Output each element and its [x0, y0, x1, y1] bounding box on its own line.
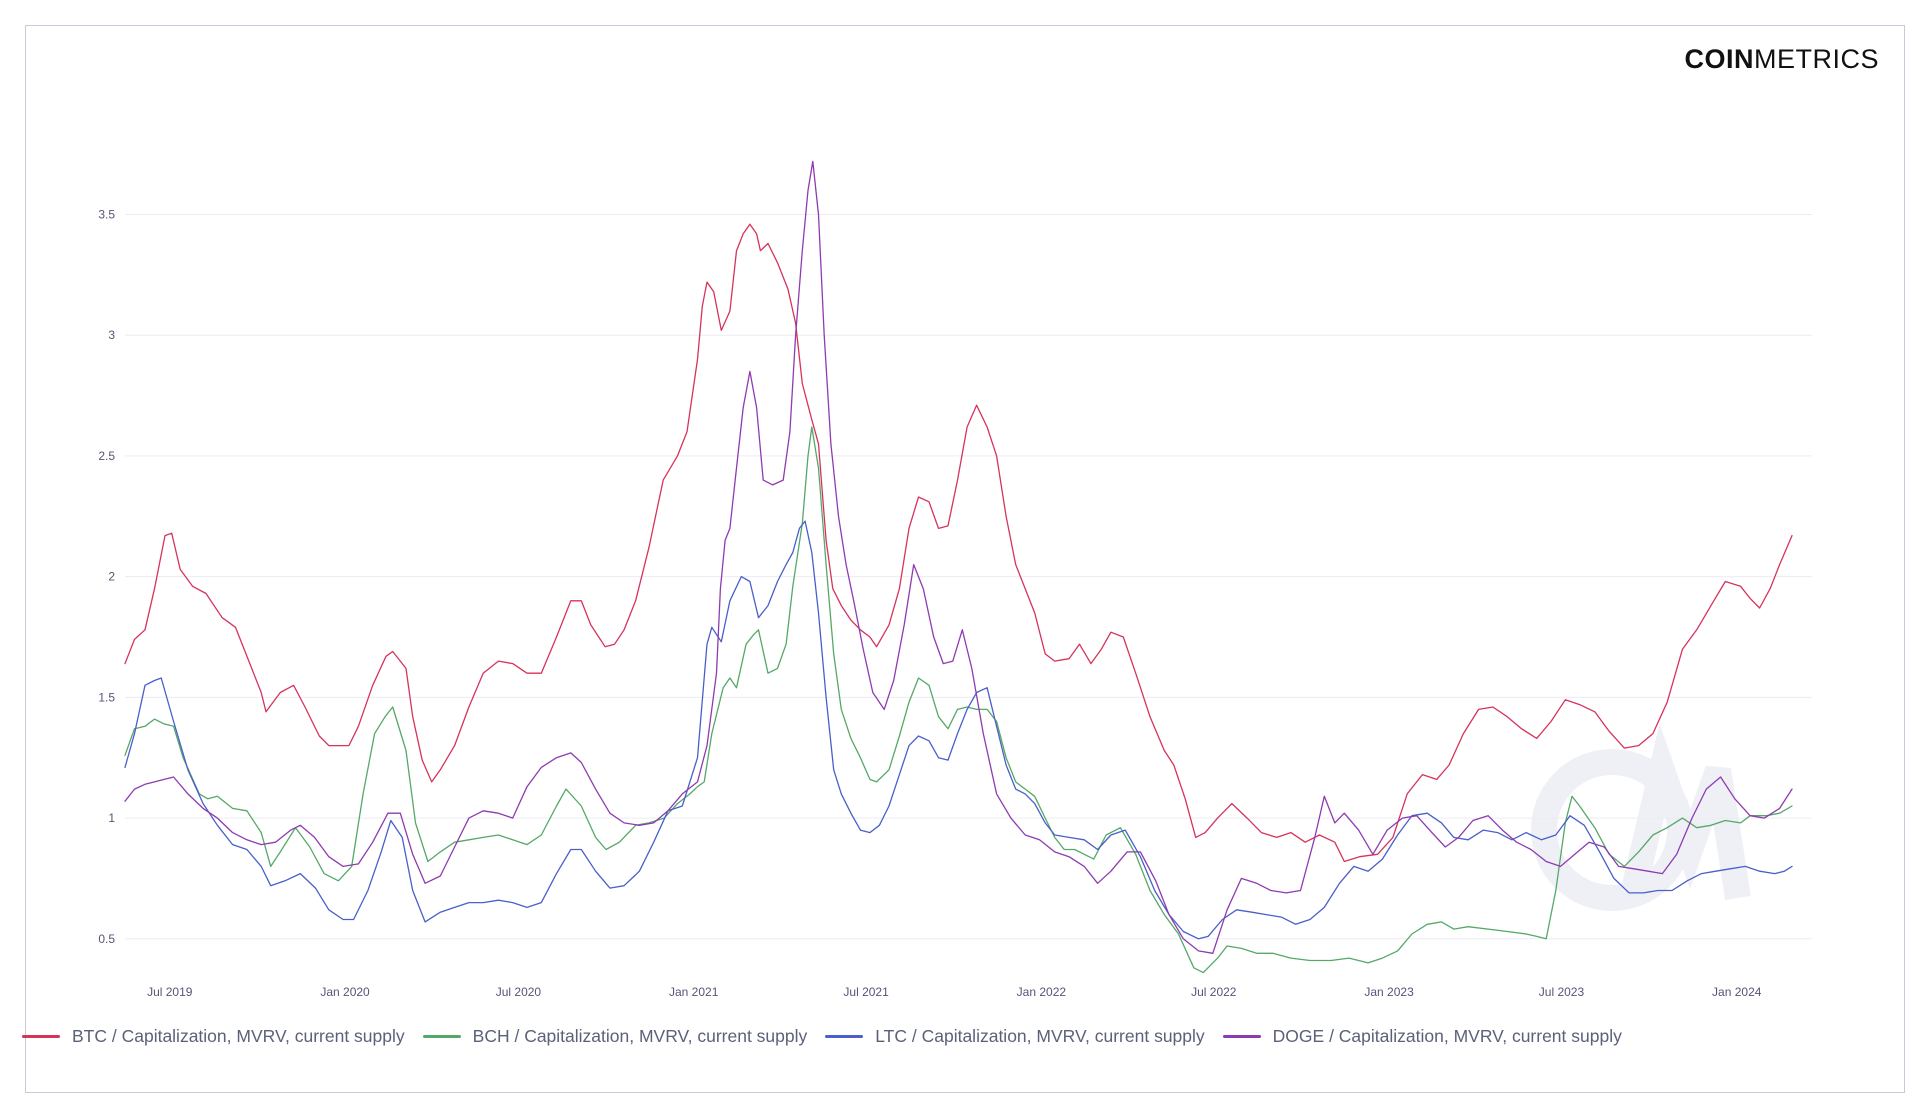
legend-label-ltc: LTC / Capitalization, MVRV, current supp…	[875, 1026, 1205, 1046]
x-tick-label: Jan 2020	[320, 985, 370, 999]
x-tick-label: Jul 2023	[1539, 985, 1585, 999]
legend-label-btc: BTC / Capitalization, MVRV, current supp…	[72, 1026, 405, 1046]
legend-item-doge[interactable]: DOGE / Capitalization, MVRV, current sup…	[1222, 1026, 1622, 1047]
grid-lines	[125, 214, 1812, 940]
x-tick-label: Jul 2022	[1191, 985, 1237, 999]
x-tick-label: Jul 2020	[496, 985, 542, 999]
series-line-bch	[124, 426, 1793, 974]
legend-item-ltc[interactable]: LTC / Capitalization, MVRV, current supp…	[825, 1026, 1205, 1047]
y-tick-label: 0.5	[98, 932, 115, 946]
legend-label-bch: BCH / Capitalization, MVRV, current supp…	[472, 1026, 808, 1046]
coinmetrics-logo: COINMETRICS	[1685, 46, 1880, 73]
logo-text-coin: COIN	[1684, 44, 1754, 74]
legend-item-btc[interactable]: BTC / Capitalization, MVRV, current supp…	[22, 1026, 405, 1047]
x-tick-label: Jul 2021	[843, 985, 889, 999]
chart-legend: BTC / Capitalization, MVRV, current supp…	[22, 1026, 1622, 1047]
x-tick-label: Jul 2019	[147, 985, 193, 999]
series-line-ltc	[124, 520, 1793, 940]
x-axis: Jul 2019 Jan 2020 Jul 2020 Jan 2021 Jul 2021…	[147, 985, 1762, 999]
y-tick-label: 1.5	[98, 690, 115, 704]
legend-swatch-ltc	[825, 1035, 864, 1038]
y-tick-label: 2.5	[98, 449, 115, 463]
x-tick-label: Jan 2021	[669, 985, 719, 999]
chart-panel: COINMETRICS	[25, 25, 1905, 1093]
legend-item-bch[interactable]: BCH / Capitalization, MVRV, current supp…	[422, 1026, 808, 1047]
legend-label-doge: DOGE / Capitalization, MVRV, current sup…	[1272, 1026, 1622, 1046]
legend-swatch-btc	[22, 1035, 60, 1038]
y-tick-label: 1	[108, 811, 115, 825]
series-line-doge	[124, 160, 1793, 954]
y-tick-label: 3.5	[98, 208, 115, 222]
x-tick-label: Jan 2022	[1017, 985, 1067, 999]
y-tick-label: 3	[108, 328, 115, 342]
y-axis: 0.5 1 1.5 2 2.5 3 3.5	[98, 208, 115, 946]
y-tick-label: 2	[108, 570, 115, 584]
logo-text-metrics: METRICS	[1754, 44, 1879, 74]
series-line-btc	[124, 223, 1793, 863]
legend-swatch-bch	[422, 1035, 461, 1038]
legend-swatch-doge	[1222, 1035, 1261, 1038]
series-lines	[124, 160, 1793, 974]
coinmetrics-watermark	[1531, 723, 1751, 911]
x-tick-label: Jan 2024	[1712, 985, 1762, 999]
x-tick-label: Jan 2023	[1364, 985, 1414, 999]
